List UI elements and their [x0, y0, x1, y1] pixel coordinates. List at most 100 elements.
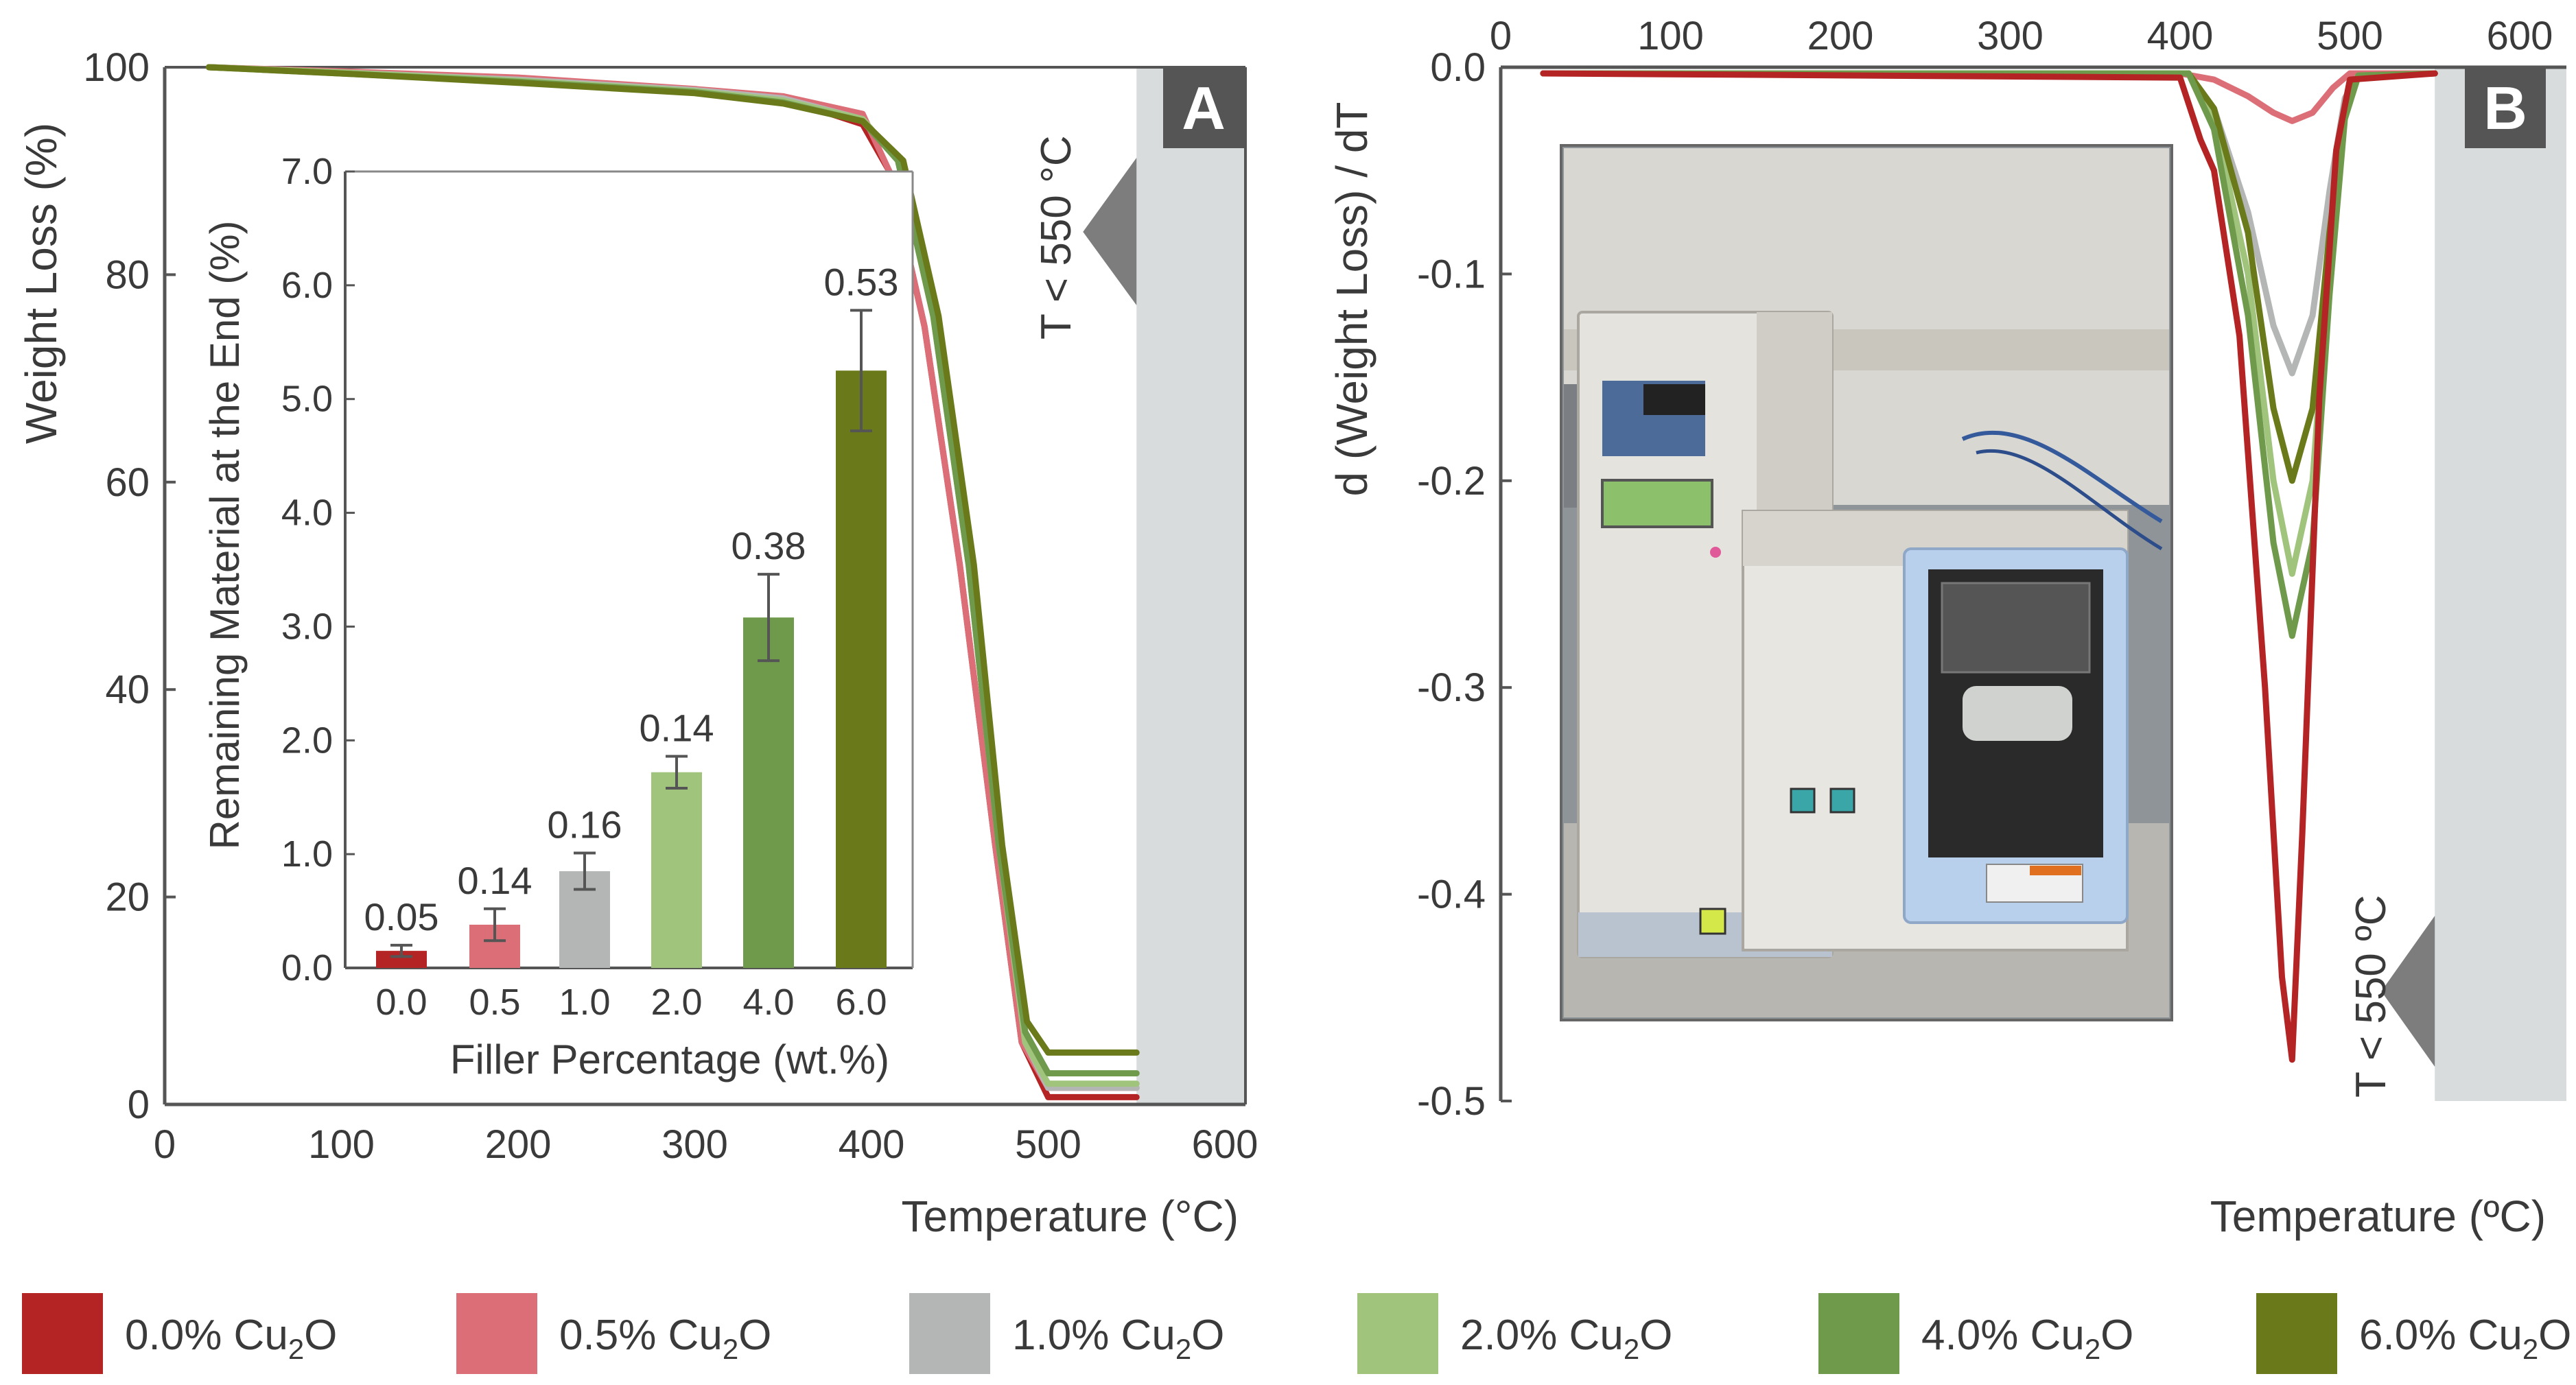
legend-label-prefix: 0.5% Cu — [559, 1312, 723, 1359]
photo-cables-2 — [1976, 449, 2163, 551]
inset-y-tick-label: 7.0 — [281, 151, 333, 192]
panel-b-x-tick-label: 100 — [1637, 14, 1704, 58]
legend: 0.0% Cu2O 0.5% Cu2O 1.0% Cu2O 2.0% Cu2O 4.0%… — [22, 1293, 2571, 1374]
legend-swatch-s4 — [1818, 1293, 1899, 1374]
legend-label-s4: 4.0% Cu2O — [1921, 1312, 2133, 1365]
inset-bar-2.0 — [651, 772, 702, 968]
panel-a-y-tick-label: 40 — [105, 667, 150, 712]
panel-b-x-tick-label: 400 — [2147, 14, 2214, 58]
panel-b-y-tick-label: -0.4 — [1417, 873, 1486, 917]
panel-a-chart: 0 100 200 300 400 500 600 0 20 40 60 80 100 A T < 55… — [16, 45, 1258, 1241]
legend-label-prefix: 2.0% Cu — [1460, 1312, 1624, 1359]
inset-y-tick-label: 6.0 — [281, 265, 333, 306]
inset-y-tick-label: 1.0 — [281, 833, 333, 875]
legend-swatch-s2 — [1357, 1293, 1438, 1374]
inset-y-tick-label: 4.0 — [281, 493, 333, 534]
legend-label-suffix: O — [304, 1312, 337, 1359]
legend-label-s6: 6.0% Cu2O — [2359, 1312, 2571, 1365]
panel-b-chart: 0 100 200 300 400 500 600 0.0 -0.1 -0.2 -0.3 -0.4 -0… — [1327, 14, 2566, 1241]
panel-a-y-axis-title: Weight Loss (%) — [16, 123, 66, 444]
legend-swatch-s0 — [22, 1293, 103, 1374]
panel-a-series-s6 — [205, 64, 1140, 1056]
panel-a-letter-box — [1163, 67, 1244, 148]
legend-label-subscript: 2 — [723, 1333, 738, 1365]
panel-b-x-tick-label: 500 — [2317, 14, 2383, 58]
legend-label-s2: 2.0% Cu2O — [1460, 1312, 1672, 1365]
legend-item-s1: 1.0% Cu2O — [909, 1293, 1224, 1374]
legend-label-subscript: 2 — [288, 1333, 304, 1365]
inset-y-tick-label: 0.0 — [281, 947, 333, 989]
panel-a-x-axis-title: Temperature (°C) — [902, 1192, 1239, 1241]
legend-label-suffix: O — [738, 1312, 771, 1359]
legend-swatch-s05 — [456, 1293, 537, 1374]
legend-item-s6: 6.0% Cu2O — [2256, 1293, 2571, 1374]
panel-b-y-tick-label: 0.0 — [1430, 45, 1486, 90]
inset-error-label: 0.14 — [458, 859, 532, 902]
panel-a-letter: A — [1182, 74, 1226, 142]
panel-a-band-arrow — [1083, 158, 1137, 305]
inset-y-tick-label: 3.0 — [281, 606, 333, 647]
photo-warning-stripe — [2030, 866, 2081, 875]
inset-error-label: 0.05 — [364, 895, 439, 938]
legend-label-subscript: 2 — [2522, 1333, 2538, 1365]
legend-item-s05: 0.5% Cu2O — [456, 1293, 771, 1374]
inset-bar-4.0 — [743, 617, 794, 968]
legend-label-suffix: O — [1639, 1312, 1672, 1359]
panel-b-x-tick-label: 600 — [2487, 14, 2553, 58]
inset-y-axis-title: Remaining Material at the End (%) — [202, 220, 248, 849]
legend-label-s0: 0.0% Cu2O — [125, 1312, 337, 1365]
legend-item-s2: 2.0% Cu2O — [1357, 1293, 1672, 1374]
panel-b-series-s4 — [1540, 70, 2438, 639]
legend-label-prefix: 4.0% Cu — [1921, 1312, 2085, 1359]
inset-bar-6.0 — [836, 370, 887, 968]
panel-b-y-tick-label: -0.1 — [1417, 252, 1486, 296]
panel-b-letter: B — [2483, 74, 2527, 142]
panel-b-band-arrow — [2381, 916, 2435, 1067]
inset-x-tick-label: 6.0 — [835, 982, 887, 1023]
inset-y-tick-label: 5.0 — [281, 379, 333, 420]
panel-b-y-tick-label: -0.3 — [1417, 665, 1486, 710]
panel-a-temperature-note: T < 550 °C — [1033, 135, 1080, 340]
inset-x-axis-title: Filler Percentage (wt.%) — [450, 1037, 889, 1082]
panel-a-inset-bar-chart: 0.0 1.0 2.0 3.0 4.0 5.0 6.0 7.0 0.05 0.0 0.14 0.5 0… — [202, 151, 914, 1082]
panel-b-series-s05 — [1540, 70, 2438, 124]
legend-label-s1: 1.0% Cu2O — [1012, 1312, 1224, 1365]
legend-label-subscript: 2 — [1175, 1333, 1191, 1365]
panel-b-x-tick-label: 200 — [1807, 14, 1874, 58]
inset-x-tick-label: 2.0 — [651, 982, 702, 1023]
panel-a-y-tick-label: 100 — [83, 45, 150, 90]
photo-furnace-tube — [1963, 686, 2072, 741]
legend-item-s0: 0.0% Cu2O — [22, 1293, 337, 1374]
legend-swatch-s1 — [909, 1293, 990, 1374]
legend-label-prefix: 0.0% Cu — [125, 1312, 288, 1359]
legend-item-s4: 4.0% Cu2O — [1818, 1293, 2133, 1374]
inset-x-tick-label: 0.0 — [375, 982, 427, 1023]
panel-b-x-axis-title: Temperature (ºC) — [2210, 1192, 2546, 1241]
photo-analyzer-badge — [1643, 384, 1705, 415]
panel-b-letter-box — [2465, 67, 2546, 148]
legend-label-suffix: O — [1191, 1312, 1224, 1359]
panel-b-y-tick-label: -0.5 — [1417, 1079, 1486, 1124]
inset-error-label: 0.14 — [640, 707, 714, 750]
photo-cables — [1961, 430, 2163, 523]
legend-label-subscript: 2 — [1624, 1333, 1639, 1365]
inset-error-label: 0.38 — [731, 524, 806, 567]
legend-label-prefix: 6.0% Cu — [2359, 1312, 2522, 1359]
photo-power-switch — [1699, 908, 1726, 935]
legend-label-prefix: 1.0% Cu — [1012, 1312, 1175, 1359]
panel-a-y-tick-label: 80 — [105, 252, 150, 297]
legend-label-subscript: 2 — [2085, 1333, 2100, 1365]
panel-b-y-tick-label: -0.2 — [1417, 459, 1486, 504]
panel-a-x-tick-label: 500 — [1015, 1122, 1081, 1167]
panel-b-temperature-note: T < 550 ºC — [2347, 895, 2395, 1098]
panel-b-x-tick-label: 0 — [1490, 14, 1512, 58]
inset-x-tick-label: 1.0 — [559, 982, 610, 1023]
photo-button-open — [1790, 788, 1816, 814]
panel-a-x-tick-label: 200 — [485, 1122, 552, 1167]
panel-a-x-tick-label: 300 — [661, 1122, 728, 1167]
inset-y-tick-label: 2.0 — [281, 720, 333, 761]
photo-analyzer-led — [1710, 547, 1721, 558]
legend-label-s05: 0.5% Cu2O — [559, 1312, 771, 1365]
panel-a-y-tick-label: 0 — [128, 1082, 150, 1127]
